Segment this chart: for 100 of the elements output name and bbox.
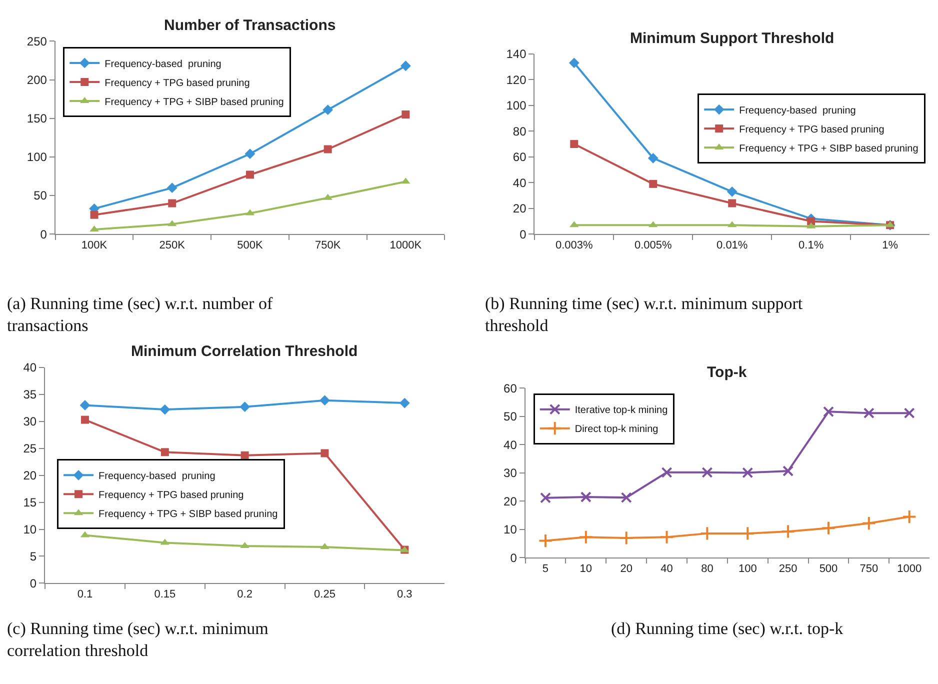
x-tick-label: 250K bbox=[159, 239, 186, 252]
y-tick-label: 5 bbox=[30, 549, 37, 564]
y-tick-label: 100 bbox=[506, 98, 527, 113]
y-tick-label: 15 bbox=[23, 496, 37, 510]
point bbox=[240, 402, 250, 412]
point bbox=[821, 520, 836, 536]
x-tick-label: 5 bbox=[542, 562, 549, 575]
y-tick-label: 10 bbox=[504, 522, 518, 537]
x-tick-label: 1000 bbox=[897, 562, 922, 575]
legend-label: Frequency-based pruning bbox=[98, 471, 216, 482]
point bbox=[619, 530, 634, 546]
y-tick-label: 50 bbox=[34, 188, 48, 203]
x-tick-label: 500K bbox=[237, 239, 264, 252]
y-tick-label: 40 bbox=[23, 360, 37, 375]
text: (a) Running time (sec) w.r.t. number of transactions bbox=[7, 294, 273, 336]
legend-label: Frequency-based pruning bbox=[739, 105, 856, 116]
x-tick-label: 0.1% bbox=[798, 239, 824, 252]
x-tick-label: 100 bbox=[738, 562, 757, 575]
y-tick-label: 60 bbox=[504, 381, 518, 396]
point bbox=[782, 466, 794, 477]
y-tick-label: 140 bbox=[506, 47, 527, 62]
point bbox=[661, 466, 672, 478]
x-tick-label: 1% bbox=[882, 239, 898, 252]
x-tick-label: 80 bbox=[701, 562, 714, 575]
point bbox=[168, 199, 176, 208]
y-tick-label: 30 bbox=[504, 466, 518, 480]
point bbox=[863, 408, 874, 419]
x-tick-label: 750 bbox=[860, 562, 878, 575]
point bbox=[324, 145, 332, 154]
x-tick-label: 100K bbox=[81, 239, 108, 252]
y-tick-label: 60 bbox=[512, 150, 527, 164]
point bbox=[320, 449, 329, 458]
y-tick-label: 0 bbox=[30, 576, 37, 590]
x-tick-label: 0.25 bbox=[314, 588, 336, 600]
legend-label: Frequency + TPG + SIBP based pruning bbox=[104, 96, 284, 108]
legend-label: Frequency + TPG based pruning bbox=[739, 124, 884, 136]
point bbox=[402, 110, 410, 118]
x-tick-label: 0.1 bbox=[77, 588, 93, 600]
point bbox=[659, 530, 674, 544]
point bbox=[742, 467, 754, 478]
legend-label: Frequency + TPG + SIBP based pruning bbox=[98, 509, 278, 520]
point bbox=[160, 404, 170, 415]
x-tick-label: 0.005% bbox=[634, 239, 672, 252]
y-tick-label: 35 bbox=[23, 388, 37, 402]
point bbox=[580, 492, 592, 502]
point bbox=[322, 104, 334, 116]
y-tick-label: 30 bbox=[23, 414, 37, 429]
y-tick-label: 100 bbox=[26, 150, 48, 164]
y-tick-label: 80 bbox=[512, 124, 527, 138]
legend-label: Iterative top-k mining bbox=[574, 405, 668, 416]
y-tick-label: 40 bbox=[504, 438, 518, 452]
point bbox=[80, 400, 90, 410]
y-tick-label: 120 bbox=[506, 72, 527, 87]
point bbox=[822, 406, 834, 418]
point bbox=[620, 492, 632, 504]
text: (b) Running time (sec) w.r.t. minimum support threshold bbox=[485, 294, 803, 336]
point bbox=[649, 180, 658, 188]
point bbox=[902, 509, 917, 524]
point bbox=[728, 199, 736, 208]
x-tick-label: 0.3 bbox=[397, 588, 412, 600]
point bbox=[862, 516, 876, 531]
y-tick-label: 0 bbox=[40, 227, 48, 242]
legend-label: Frequency-based pruning bbox=[104, 58, 222, 70]
y-tick-label: 20 bbox=[512, 202, 527, 216]
x-tick-label: 0.003% bbox=[555, 239, 594, 252]
point bbox=[400, 60, 411, 72]
point bbox=[399, 398, 410, 408]
legend-label: Frequency + TPG based pruning bbox=[98, 490, 244, 502]
point bbox=[648, 152, 658, 164]
x-tick-label: 1000K bbox=[390, 239, 422, 252]
point bbox=[578, 530, 594, 544]
y-tick-label: 20 bbox=[23, 468, 37, 483]
x-tick-label: 750K bbox=[314, 239, 342, 252]
y-tick-label: 25 bbox=[23, 442, 37, 456]
point bbox=[246, 170, 254, 179]
text: (c) Running time (sec) w.r.t. minimum correlation threshold bbox=[7, 619, 268, 660]
point bbox=[80, 416, 89, 424]
point bbox=[320, 395, 330, 406]
x-tick-label: 0.15 bbox=[154, 588, 176, 600]
chart-title: Top-k bbox=[707, 364, 748, 381]
x-tick-label: 500 bbox=[819, 562, 838, 575]
point bbox=[780, 524, 796, 539]
y-tick-label: 10 bbox=[23, 522, 37, 536]
y-tick-label: 0 bbox=[520, 227, 527, 242]
x-tick-label: 0.2 bbox=[237, 588, 252, 600]
x-tick-label: 0.01% bbox=[716, 239, 748, 252]
point bbox=[904, 408, 915, 419]
text: (d) Running time (sec) w.r.t. top-k bbox=[611, 619, 844, 638]
chart-title: Minimum Correlation Threshold bbox=[131, 343, 358, 360]
point bbox=[90, 210, 98, 219]
chart-title: Minimum Support Threshold bbox=[630, 30, 834, 47]
point bbox=[160, 448, 169, 456]
point bbox=[568, 58, 580, 68]
chart-title: Number of Transactions bbox=[164, 17, 336, 34]
x-tick-label: 20 bbox=[620, 562, 632, 575]
point bbox=[244, 148, 256, 160]
point bbox=[166, 182, 178, 194]
y-tick-label: 50 bbox=[504, 410, 518, 424]
x-tick-label: 250 bbox=[778, 562, 798, 575]
legend-label: Direct top-k mining bbox=[574, 424, 658, 436]
